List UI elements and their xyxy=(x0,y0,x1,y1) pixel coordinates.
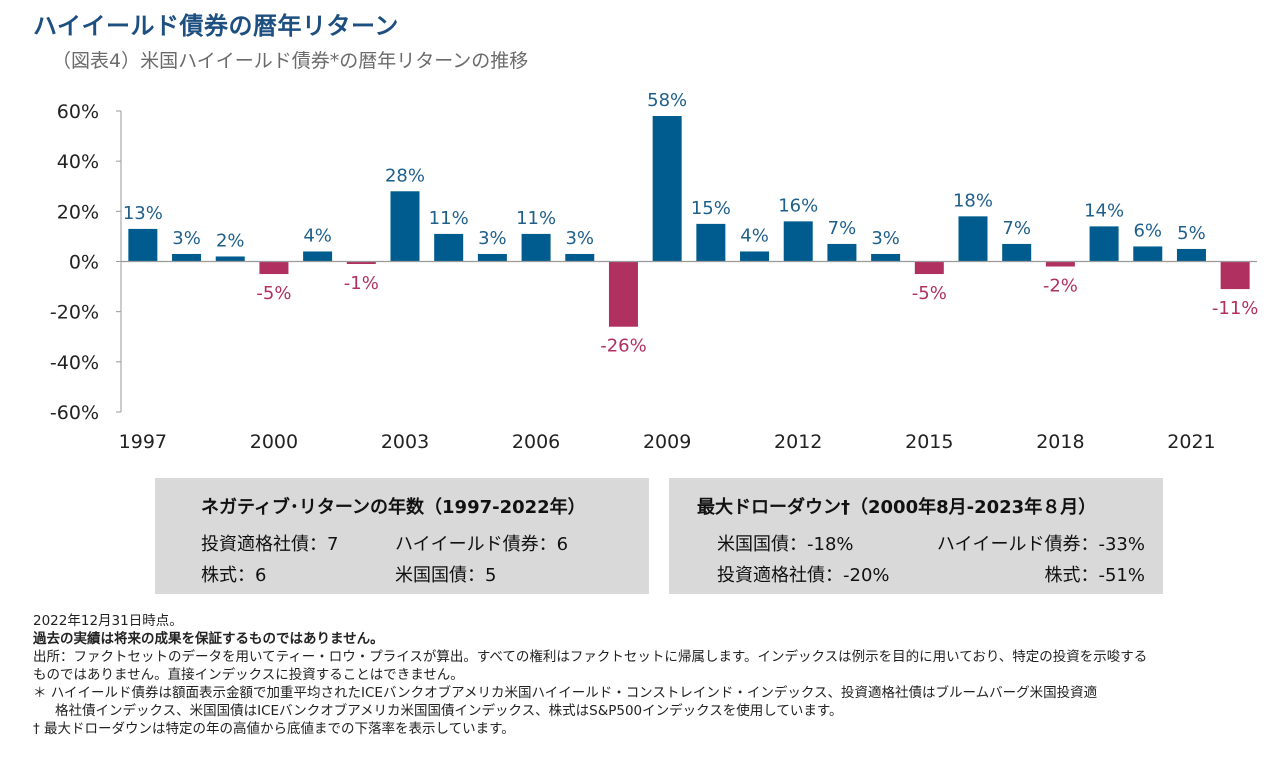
max-drawdown-item: 株式：-51% xyxy=(1044,565,1145,586)
bar xyxy=(914,261,944,275)
negative-years-item: 投資適格社債：7 xyxy=(201,534,339,555)
y-tick-label: -60% xyxy=(50,402,99,424)
bar xyxy=(1133,246,1163,262)
as-of-date: 2022年12月31日時点。 xyxy=(33,613,183,629)
data-label: -5% xyxy=(256,283,291,304)
bar xyxy=(740,251,770,262)
bar xyxy=(215,256,245,262)
data-label: 18% xyxy=(953,190,993,211)
data-label: 11% xyxy=(516,208,556,229)
bar xyxy=(696,223,726,262)
bar xyxy=(172,253,202,262)
bar-chart: 60% 40% 20% 0% -20% -40% -60% 13% 3% 2% -5% 4% -1% 28… xyxy=(50,90,1259,453)
x-tick-label: 2003 xyxy=(381,431,429,453)
bar xyxy=(608,261,638,327)
bar xyxy=(1002,243,1032,262)
y-tick-label: 60% xyxy=(57,101,99,123)
chart-subtitle: （図表4）米国ハイイールド債券*の暦年リターンの推移 xyxy=(52,50,529,72)
bar xyxy=(434,233,464,262)
negative-years-item: 株式：6 xyxy=(201,565,267,586)
data-label: -5% xyxy=(912,283,947,304)
source-note: 出所：ファクトセットのデータを用いてティー・ロウ・プライスが算出。すべての権利は… xyxy=(33,649,1148,665)
bar xyxy=(565,253,595,262)
bar xyxy=(871,253,901,262)
bar xyxy=(303,251,333,262)
dagger-note: † 最大ドローダウンは特定の年の高値から底値までの下落率を表示しています。 xyxy=(33,721,515,737)
negative-years-box: ネガティブ･リターンの年数（1997-2022年） 投資適格社債：7 ハイイール… xyxy=(155,478,649,594)
max-drawdown-item: ハイイールド債券：-33% xyxy=(936,534,1145,555)
data-label: 7% xyxy=(1002,218,1031,239)
asterisk-note: ＊ ハイイールド債券は額面表示金額で加重平均されたICEバンクオブアメリカ米国ハ… xyxy=(33,685,1098,701)
y-tick-label: 40% xyxy=(57,151,99,173)
max-drawdown-title: 最大ドローダウン†（2000年8月-2023年８月） xyxy=(697,497,1097,518)
x-tick-label: 1997 xyxy=(119,431,167,453)
data-label: 28% xyxy=(385,165,425,186)
data-label: -1% xyxy=(344,273,379,294)
x-tick-label: 2018 xyxy=(1036,431,1084,453)
data-label: 3% xyxy=(478,228,507,249)
data-label: -11% xyxy=(1212,298,1259,319)
bar xyxy=(783,221,813,262)
data-label: 58% xyxy=(647,90,687,111)
data-label: 5% xyxy=(1177,223,1206,244)
asterisk-note: 格社債インデックス、米国国債はICEバンクオブアメリカ米国国債インデックス、株式… xyxy=(55,703,843,719)
negative-years-title: ネガティブ･リターンの年数（1997-2022年） xyxy=(201,497,586,518)
y-tick-label: 20% xyxy=(57,201,99,223)
bar xyxy=(1089,226,1119,262)
data-label: 11% xyxy=(429,208,469,229)
footnotes: 2022年12月31日時点。 過去の実績は将来の成果を保証するものではありません… xyxy=(33,612,1263,738)
bar xyxy=(652,116,682,262)
data-label: -2% xyxy=(1043,276,1078,297)
y-tick-label: 0% xyxy=(69,252,99,274)
bar xyxy=(128,228,158,262)
data-label: 3% xyxy=(172,228,201,249)
bar xyxy=(346,261,376,265)
data-label: 3% xyxy=(871,228,900,249)
data-label: 4% xyxy=(303,225,332,246)
disclaimer: 過去の実績は将来の成果を保証するものではありません。 xyxy=(33,631,384,647)
max-drawdown-item: 米国国債：-18% xyxy=(717,534,854,555)
source-note: ものではありません。直接インデックスに投資することはできません。 xyxy=(33,667,464,683)
page-title: ハイイールド債券の暦年リターン xyxy=(33,12,399,40)
negative-years-item: 米国国債：5 xyxy=(395,565,497,586)
bar xyxy=(1176,248,1206,262)
negative-years-item: ハイイールド債券：6 xyxy=(395,534,569,555)
x-tick-label: 2021 xyxy=(1167,431,1215,453)
data-label: 7% xyxy=(828,218,857,239)
data-label: 15% xyxy=(691,198,731,219)
max-drawdown-box: 最大ドローダウン†（2000年8月-2023年８月） 米国国債：-18% ハイイ… xyxy=(669,478,1163,594)
max-drawdown-item: 投資適格社債：-20% xyxy=(717,565,890,586)
bar xyxy=(390,191,420,262)
bar xyxy=(259,261,289,275)
bar xyxy=(827,243,857,262)
data-label: 3% xyxy=(565,228,594,249)
data-label: 6% xyxy=(1133,220,1162,241)
bar xyxy=(1220,261,1250,290)
data-label: 4% xyxy=(740,225,769,246)
x-tick-label: 2012 xyxy=(774,431,822,453)
y-tick-label: -40% xyxy=(50,352,99,374)
x-tick-label: 2015 xyxy=(905,431,953,453)
bar xyxy=(958,216,988,262)
bar xyxy=(477,253,507,262)
bar xyxy=(1045,261,1075,267)
x-tick-label: 2009 xyxy=(643,431,691,453)
y-tick-label: -20% xyxy=(50,302,99,324)
data-label: 13% xyxy=(123,203,163,224)
data-label: -26% xyxy=(600,336,647,357)
x-tick-label: 2000 xyxy=(250,431,298,453)
x-tick-label: 2006 xyxy=(512,431,560,453)
data-label: 2% xyxy=(216,230,245,251)
data-label: 16% xyxy=(778,195,818,216)
bar xyxy=(521,233,551,262)
data-label: 14% xyxy=(1084,200,1124,221)
